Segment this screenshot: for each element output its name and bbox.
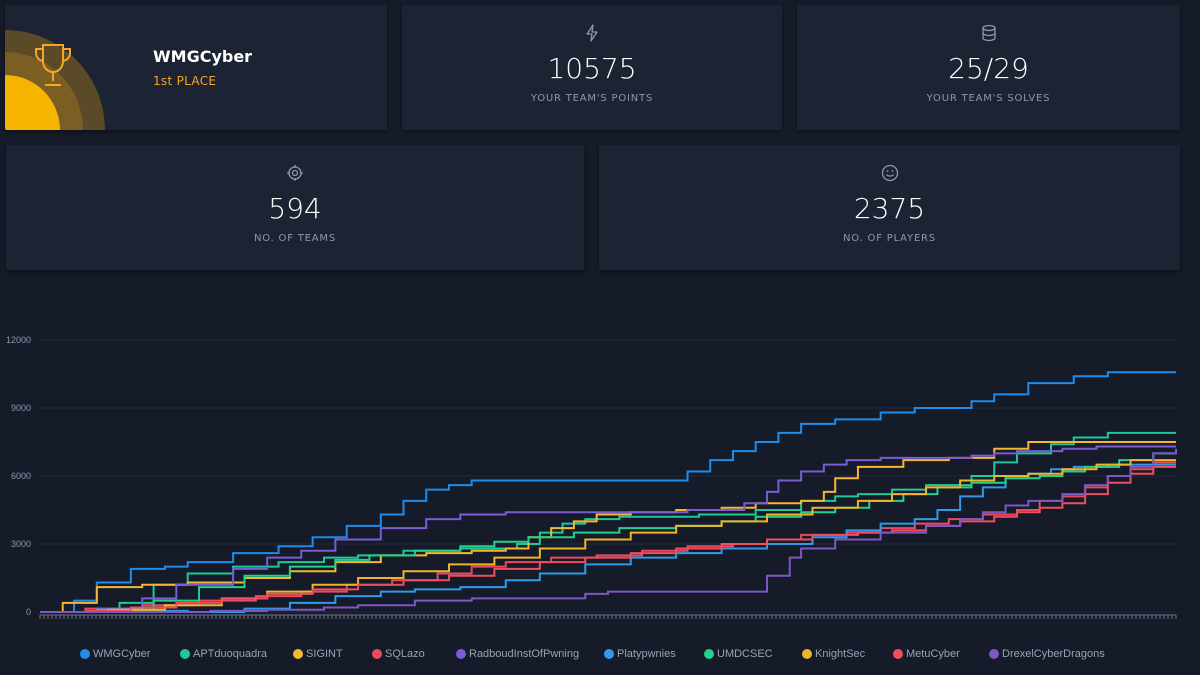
rank-badge xyxy=(5,30,105,130)
points-label: YOUR TEAM'S POINTS xyxy=(530,93,654,104)
legend-dot xyxy=(893,649,903,659)
legend-dot xyxy=(704,649,714,659)
teams-value: 594 xyxy=(268,192,322,225)
solves-value: 25/29 xyxy=(948,52,1029,85)
solves-label: YOUR TEAM'S SOLVES xyxy=(926,93,1051,104)
legend-label: SIGINT xyxy=(306,648,343,660)
legend-item[interactable]: WMGCyber xyxy=(80,648,150,660)
legend-dot xyxy=(456,649,466,659)
legend-label: KnightSec xyxy=(815,648,866,660)
legend-dot xyxy=(802,649,812,659)
y-tick-label: 3000 xyxy=(11,539,31,549)
legend-label: Platypwnies xyxy=(617,648,676,660)
players-value: 2375 xyxy=(853,192,926,225)
legend-label: APTduoquadra xyxy=(193,648,267,660)
chart-x-axis xyxy=(39,614,1177,619)
legend-label: RadboudInstOfPwning xyxy=(469,648,580,660)
players-card: 2375 NO. OF PLAYERS xyxy=(599,145,1180,270)
legend-dot xyxy=(293,649,303,659)
series-line-UMDCSEC xyxy=(40,452,1176,613)
points-card: 10575 YOUR TEAM'S POINTS xyxy=(402,5,782,130)
legend-item[interactable]: MetuCyber xyxy=(893,648,960,660)
series-line-MetuCyber xyxy=(40,465,1176,613)
legend-item[interactable]: SQLazo xyxy=(372,648,425,660)
chart-series xyxy=(40,371,1177,613)
legend-item[interactable]: APTduoquadra xyxy=(180,648,267,660)
legend-label: MetuCyber xyxy=(906,648,960,660)
legend-dot xyxy=(180,649,190,659)
legend-item[interactable]: SIGINT xyxy=(293,648,343,660)
legend-label: WMGCyber xyxy=(93,648,151,660)
teams-card: 594 NO. OF TEAMS xyxy=(6,145,584,270)
series-line-WMGCyber xyxy=(40,371,1176,613)
team-rank-card: WMGCyber 1st PLACE xyxy=(5,5,387,130)
trophy-icon xyxy=(35,44,71,86)
team-place: 1st PLACE xyxy=(153,74,217,88)
legend-label: UMDCSEC xyxy=(717,648,773,660)
score-progress-chart: 0 3000 6000 9000 12000 xyxy=(6,335,1177,619)
target-icon xyxy=(287,165,303,181)
database-icon xyxy=(981,24,996,42)
legend-dot xyxy=(989,649,999,659)
y-tick-label: 9000 xyxy=(11,403,31,413)
series-line-Platypwnies xyxy=(40,463,1176,613)
legend-item[interactable]: UMDCSEC xyxy=(704,648,773,660)
players-label: NO. OF PLAYERS xyxy=(843,233,936,244)
lightning-icon xyxy=(586,24,598,42)
chart-y-axis: 0 3000 6000 9000 12000 xyxy=(6,335,31,617)
legend-item[interactable]: KnightSec xyxy=(802,648,865,660)
y-tick-label: 12000 xyxy=(6,335,31,345)
legend-item[interactable]: DrexelCyberDragons xyxy=(989,648,1105,660)
y-tick-label: 0 xyxy=(26,607,31,617)
legend-dot xyxy=(604,649,614,659)
legend-dot xyxy=(80,649,90,659)
teams-label: NO. OF TEAMS xyxy=(254,233,336,244)
series-line-KnightSec xyxy=(40,459,1176,613)
series-line-APTduoquadra xyxy=(40,431,1176,613)
team-name: WMGCyber xyxy=(153,47,253,66)
legend-label: DrexelCyberDragons xyxy=(1002,648,1105,660)
legend-label: SQLazo xyxy=(385,648,425,660)
y-tick-label: 6000 xyxy=(11,471,31,481)
series-line-DrexelCyberDragons xyxy=(40,448,1177,613)
legend-item[interactable]: RadboudInstOfPwning xyxy=(456,648,579,660)
smiley-icon xyxy=(881,164,898,182)
series-line-RadboudInstOfPwning xyxy=(40,445,1176,613)
legend-item[interactable]: Platypwnies xyxy=(604,648,676,660)
chart-legend: WMGCyber APTduoquadra SIGINT SQLazo RadboudI… xyxy=(80,648,1190,664)
points-value: 10575 xyxy=(547,52,637,85)
solves-card: 25/29 YOUR TEAM'S SOLVES xyxy=(797,5,1180,130)
legend-dot xyxy=(372,649,382,659)
